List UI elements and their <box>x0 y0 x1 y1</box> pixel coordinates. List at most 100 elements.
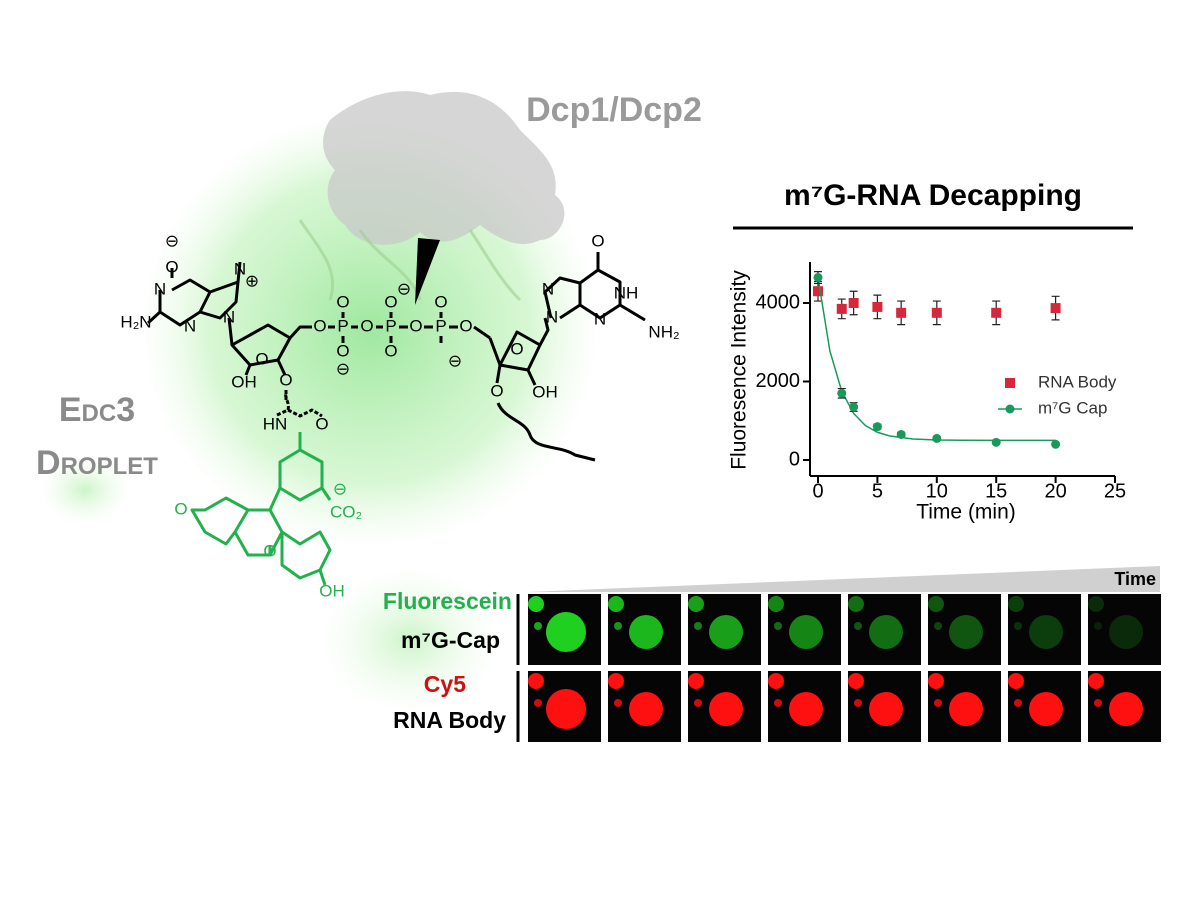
droplet <box>1014 699 1022 707</box>
y-tick-label: 0 <box>789 448 800 470</box>
droplet <box>709 692 743 726</box>
dye-label: Fluorescein <box>383 588 512 614</box>
microscopy-panel: Time Fluorescein m⁷G-Cap Cy5 RNA Body <box>383 566 1161 742</box>
target-label: m⁷G-Cap <box>401 627 500 653</box>
droplet <box>1109 615 1143 649</box>
droplet <box>848 596 864 612</box>
atom-label: O <box>384 341 397 360</box>
droplet <box>694 622 702 630</box>
atom-label: N <box>184 316 196 335</box>
droplet <box>774 699 782 707</box>
atom-label: OH <box>319 581 345 600</box>
droplet <box>688 673 704 689</box>
atom-label: O <box>409 316 422 335</box>
atom-label: N <box>223 307 235 326</box>
droplet <box>1029 692 1063 726</box>
dye-label: Cy5 <box>424 671 466 697</box>
x-tick-label: 0 <box>812 480 823 502</box>
point <box>896 429 906 439</box>
point <box>872 301 883 312</box>
x-tick-label: 5 <box>872 480 883 502</box>
atom-label: O <box>490 381 503 400</box>
fluorescein-bonds <box>190 432 332 586</box>
droplet <box>928 596 944 612</box>
atom-label: O <box>336 341 349 360</box>
atom-label: O <box>434 292 447 311</box>
atom-label: O <box>263 541 276 560</box>
atom-label: O <box>384 292 397 311</box>
atom-label: HN <box>263 414 288 433</box>
atom-label: P <box>337 316 348 335</box>
y-tick-label: 2000 <box>756 370 801 392</box>
atom-label: ⊕ <box>245 271 259 290</box>
droplet <box>629 615 663 649</box>
fit-line <box>817 277 1056 442</box>
time-wedge <box>528 566 1160 592</box>
droplet <box>768 596 784 612</box>
droplet <box>534 699 542 707</box>
droplet <box>789 615 823 649</box>
atom-label: O <box>313 316 326 335</box>
droplet <box>789 692 823 726</box>
atom-label: O <box>174 499 187 518</box>
point <box>896 307 907 318</box>
atom-label: P <box>435 316 446 335</box>
droplet <box>1014 622 1022 630</box>
atom-label: O <box>591 231 604 250</box>
time-label: Time <box>1114 569 1156 589</box>
legend-label: m⁷G Cap <box>1038 398 1107 417</box>
droplet <box>774 622 782 630</box>
point <box>932 433 942 443</box>
x-axis-label: Time (min) <box>916 501 1016 524</box>
micrograph <box>1088 594 1161 665</box>
atom-label: O <box>336 292 349 311</box>
droplet <box>869 692 903 726</box>
droplet <box>949 615 983 649</box>
x-tick-label: 20 <box>1044 480 1066 502</box>
atom-label: O <box>360 316 373 335</box>
point <box>849 402 859 412</box>
atom-label: ⊖ <box>333 479 347 498</box>
droplet <box>1094 699 1102 707</box>
atom-label: P <box>385 316 396 335</box>
droplet <box>614 699 622 707</box>
droplet <box>546 689 586 729</box>
cleavage-wedge <box>415 238 440 305</box>
atom-label: O <box>510 339 523 358</box>
atom-label: ⊖ <box>336 359 350 378</box>
droplet <box>688 596 704 612</box>
point <box>1050 303 1061 314</box>
droplet <box>546 612 586 652</box>
point <box>836 303 847 314</box>
point <box>813 272 823 282</box>
droplet <box>528 596 544 612</box>
atom-label: OH <box>231 372 257 391</box>
molecule-bonds <box>146 252 646 462</box>
droplet <box>1008 673 1024 689</box>
droplet <box>934 622 942 630</box>
atom-label: O <box>165 257 178 276</box>
point <box>1051 439 1061 449</box>
atom-label: O <box>459 316 472 335</box>
droplet <box>608 596 624 612</box>
x-tick-label: 25 <box>1104 480 1126 502</box>
atom-label: O <box>315 414 328 433</box>
droplet <box>614 622 622 630</box>
droplet <box>709 615 743 649</box>
legend-label: RNA Body <box>1038 372 1117 391</box>
droplet <box>949 692 983 726</box>
droplet-glow-small <box>320 565 500 715</box>
droplet-glow-small <box>40 455 130 525</box>
droplet <box>854 699 862 707</box>
atom-label: NH₂ <box>648 322 679 341</box>
atom-label: N <box>234 259 246 278</box>
atom-label: ⊖ <box>165 231 179 250</box>
atom-label: H₂N <box>120 312 151 331</box>
atom-label: OH <box>532 382 558 401</box>
droplet <box>608 673 624 689</box>
atom-label: ⊖ <box>397 279 411 298</box>
atom-label: N <box>542 279 554 298</box>
target-label: RNA Body <box>393 707 506 733</box>
chart: m⁷G-RNA Decapping Time (min) Fluoresence… <box>728 179 1133 524</box>
